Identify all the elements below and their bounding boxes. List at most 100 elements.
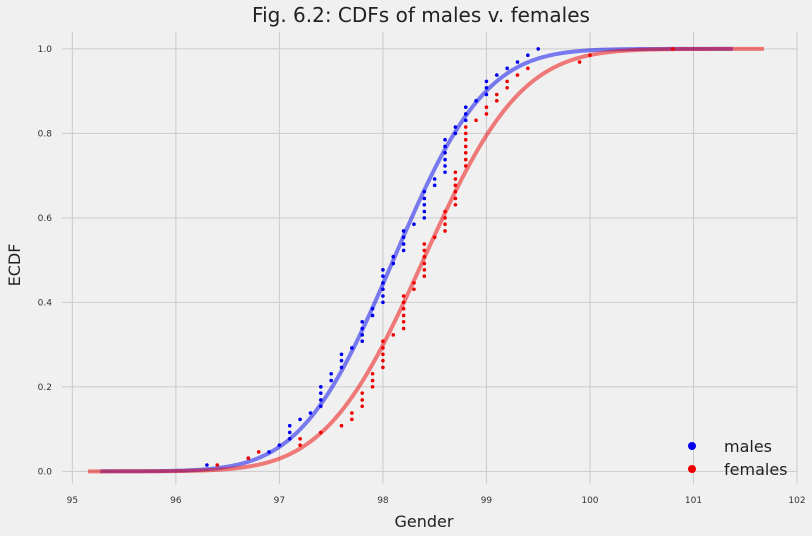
- ecdf-point-females: [298, 443, 302, 447]
- ecdf-point-males: [453, 131, 458, 136]
- ecdf-point-males: [526, 53, 530, 58]
- y-tick-label: 0.0: [38, 467, 53, 477]
- ecdf-point-females: [370, 385, 375, 389]
- ecdf-point-females: [422, 254, 427, 259]
- ecdf-point-females: [515, 73, 520, 77]
- x-tick-label: 100: [581, 496, 598, 506]
- ecdf-point-females: [484, 105, 489, 109]
- ecdf-point-males: [381, 294, 385, 298]
- x-tick-label: 95: [67, 496, 78, 506]
- legend-label-females: females: [724, 460, 788, 479]
- y-tick-label: 1.0: [38, 45, 53, 55]
- ecdf-point-males: [443, 151, 447, 155]
- ecdf-point-males: [443, 170, 447, 175]
- ecdf-point-males: [287, 437, 292, 441]
- ecdf-point-females: [670, 47, 675, 51]
- ecdf-point-males: [443, 157, 447, 162]
- x-tick-label: 97: [274, 496, 285, 506]
- y-tick-labels: 0.0 0.2 0.4 0.6 0.8 1.0: [38, 45, 53, 477]
- ecdf-point-females: [381, 352, 385, 357]
- ecdf-point-females: [298, 437, 302, 441]
- ecdf-point-males: [484, 79, 489, 84]
- ecdf-point-males: [536, 47, 540, 51]
- ecdf-point-females: [401, 306, 406, 311]
- ecdf-point-males: [319, 385, 323, 389]
- ecdf-point-females: [422, 268, 427, 272]
- legend-marker-females: [688, 465, 696, 473]
- ecdf-point-females: [360, 398, 365, 402]
- ecdf-point-females: [453, 196, 458, 201]
- ecdf-point-females: [350, 411, 354, 415]
- ecdf-point-females: [360, 404, 365, 409]
- ecdf-point-females: [588, 53, 592, 58]
- ecdf-point-males: [360, 326, 365, 331]
- ecdf-point-males: [443, 144, 447, 149]
- x-tick-label: 99: [481, 496, 493, 506]
- ecdf-point-females: [453, 170, 458, 175]
- ecdf-point-males: [381, 287, 385, 292]
- ecdf-point-males: [360, 333, 365, 337]
- ecdf-point-males: [381, 281, 385, 285]
- ecdf-point-males: [422, 196, 427, 201]
- ecdf-point-females: [422, 261, 427, 266]
- x-tick-labels: 95 96 97 98 99 100 101 102: [67, 496, 806, 506]
- ecdf-point-males: [277, 443, 282, 447]
- ecdf-point-males: [432, 183, 437, 188]
- cdf-curve-females: [87, 46, 764, 474]
- ecdf-point-females: [463, 144, 468, 149]
- ecdf-point-females: [391, 333, 396, 337]
- ecdf-point-females: [412, 287, 416, 292]
- ecdf-point-males: [381, 300, 385, 305]
- ecdf-point-males: [401, 248, 406, 253]
- ecdf-point-females: [494, 92, 499, 97]
- chart-title: Fig. 6.2: CDFs of males v. females: [252, 3, 590, 27]
- ecdf-point-females: [505, 85, 509, 90]
- ecdf-point-males: [463, 112, 468, 116]
- ecdf-point-males: [412, 222, 416, 227]
- ecdf-point-males: [463, 118, 468, 123]
- ecdf-point-females: [463, 151, 468, 155]
- ecdf-point-females: [370, 378, 375, 383]
- ecdf-point-females: [463, 137, 468, 142]
- ecdf-point-females: [360, 391, 365, 395]
- ecdf-point-females: [412, 281, 416, 285]
- ecdf-point-females: [246, 456, 251, 461]
- y-axis-label: ECDF: [5, 244, 24, 287]
- legend-marker-males: [688, 442, 696, 450]
- y-tick-label: 0.2: [38, 383, 52, 393]
- ecdf-point-males: [381, 268, 385, 272]
- ecdf-point-females: [443, 209, 447, 214]
- ecdf-point-males: [329, 378, 333, 383]
- ecdf-point-females: [370, 371, 375, 376]
- x-tick-label: 102: [788, 496, 805, 506]
- legend: males females: [688, 437, 788, 479]
- ecdf-point-males: [401, 242, 406, 246]
- x-tick-label: 101: [685, 496, 702, 506]
- ecdf-point-males: [267, 450, 271, 454]
- x-axis-label: Gender: [395, 512, 454, 531]
- ecdf-point-males: [391, 261, 396, 266]
- ecdf-point-males: [350, 346, 354, 350]
- ecdf-point-females: [494, 99, 499, 103]
- ecdf-point-females: [339, 423, 344, 428]
- ecdf-point-males: [505, 66, 509, 71]
- ecdf-point-males: [515, 60, 520, 64]
- ecdf-point-females: [319, 430, 323, 435]
- ecdf-point-males: [381, 274, 385, 278]
- ecdf-point-males: [298, 417, 302, 422]
- ecdf-point-females: [474, 118, 478, 123]
- ecdf-point-females: [463, 125, 468, 129]
- ecdf-point-females: [350, 417, 354, 422]
- ecdf-point-males: [484, 92, 489, 97]
- theoretical-cdf-curves: [87, 46, 764, 474]
- ecdf-point-males: [422, 202, 427, 207]
- ecdf-point-females: [381, 339, 385, 344]
- ecdf-point-females: [215, 463, 220, 467]
- ecdf-points: [205, 47, 675, 467]
- ecdf-point-females: [422, 274, 427, 278]
- ecdf-point-females: [381, 346, 385, 350]
- ecdf-point-males: [443, 164, 447, 168]
- ecdf-point-males: [319, 391, 323, 395]
